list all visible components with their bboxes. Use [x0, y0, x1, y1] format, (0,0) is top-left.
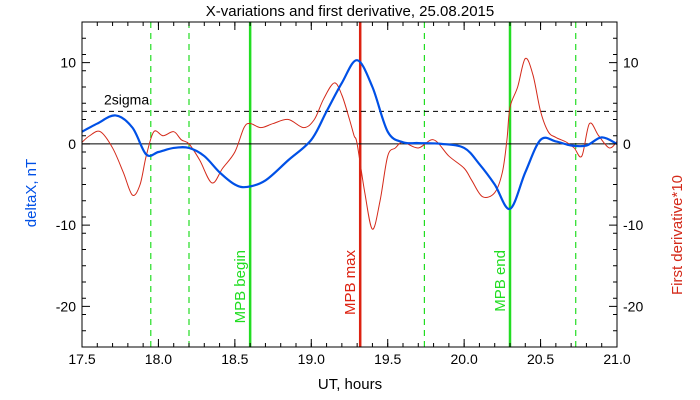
x-tick-label: 19.5: [374, 351, 401, 367]
y-tick-label-right: 10: [623, 55, 639, 71]
marker-label-5: MPB end: [492, 250, 509, 312]
vertical-markers: [150, 22, 577, 347]
y-axis-label-left: deltaX, nT: [23, 159, 40, 227]
x-tick-label: 17.5: [68, 351, 95, 367]
x-tick-label: 18.0: [145, 351, 172, 367]
marker-label-2: MPB begin: [232, 250, 249, 323]
threshold-label: 2sigma: [104, 91, 149, 107]
x-tick-label: 18.5: [221, 351, 248, 367]
axis-ticks: 17.5 18.0 18.5 19.0 19.5 20.0 20.5 21.0 -20 -20 -1…: [56, 21, 643, 367]
chart-title: X-variations and first derivative, 25.08…: [206, 3, 495, 20]
y-tick-label-right: -20: [623, 298, 643, 314]
y-tick-label-left: -20: [56, 298, 76, 314]
x-axis-label: UT, hours: [318, 376, 382, 393]
y-axis-label-right: First derivative*10: [669, 175, 686, 295]
y-tick-label-right: -10: [623, 217, 643, 233]
x-tick-label: 20.5: [527, 351, 554, 367]
x-tick-label: 21.0: [603, 351, 630, 367]
series-line-deltax: [81, 59, 618, 210]
reference-lines: [82, 110, 617, 145]
y-tick-label-left: -10: [56, 217, 76, 233]
series-lines: [81, 57, 618, 230]
y-tick-label-right: 0: [623, 136, 631, 152]
x-tick-label: 20.0: [451, 351, 478, 367]
y-tick-label-left: 0: [68, 136, 76, 152]
series-line-derivative: [81, 57, 618, 230]
y-tick-label-left: 10: [60, 55, 76, 71]
x-tick-label: 19.0: [298, 351, 325, 367]
marker-label-3: MPB max: [342, 250, 359, 316]
marker-labels: MPB begin MPB max MPB end: [232, 250, 509, 324]
